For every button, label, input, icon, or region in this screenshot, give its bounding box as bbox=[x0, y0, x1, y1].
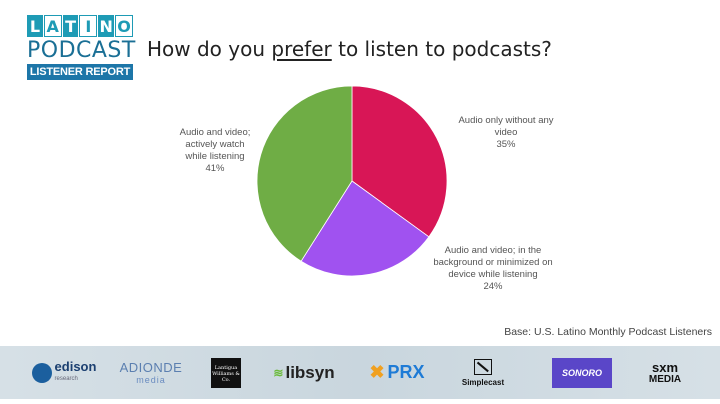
slice-label-line: background or minimized on bbox=[433, 257, 553, 268]
sxm-sub: MEDIA bbox=[648, 373, 682, 385]
slice-value: 35% bbox=[496, 139, 516, 150]
sonoro-name: SONORO bbox=[552, 357, 612, 388]
edison-name: edison bbox=[54, 358, 97, 374]
slice-label-line: device while listening bbox=[448, 269, 538, 280]
logo-letter: L bbox=[27, 15, 43, 37]
adionde-sub: media bbox=[136, 375, 166, 385]
prx-x-icon: ✖ bbox=[369, 362, 385, 382]
base-note: Base: U.S. Latino Monthly Podcast Listen… bbox=[504, 326, 712, 338]
simplecast-name: Simplecast bbox=[461, 377, 505, 387]
slice-value: 41% bbox=[205, 163, 225, 174]
slice-label-line: video bbox=[494, 127, 518, 138]
slice-value: 24% bbox=[483, 281, 503, 292]
page-title: How do you prefer to listen to podcasts? bbox=[147, 37, 552, 61]
logo-report-banner: LISTENER REPORT 2021 bbox=[27, 64, 133, 94]
prx-logo: ✖ PRX bbox=[364, 346, 430, 399]
slice-label-actively-watch: Audio and video; actively watch while li… bbox=[160, 127, 270, 175]
title-before: How do you bbox=[147, 37, 272, 61]
slice-label-line: Audio and video; bbox=[179, 127, 251, 138]
edison-logo: edison research bbox=[30, 346, 98, 399]
sxm-name: sxm bbox=[651, 359, 679, 375]
lantigua-name: Lantigua Williams & Co. bbox=[211, 357, 241, 388]
sxm-media-logo: sxm MEDIA bbox=[638, 346, 692, 399]
slice-label-line: while listening bbox=[185, 151, 245, 162]
slice-label-line: Audio and video; in the bbox=[444, 245, 542, 256]
simplecast-logo: Simplecast bbox=[451, 346, 515, 399]
logo-word: PODCAST bbox=[27, 38, 136, 63]
logo-letter: T bbox=[62, 15, 79, 37]
adionde-name: ADIONDE bbox=[119, 360, 183, 375]
logo-letter: I bbox=[79, 15, 98, 37]
logo-letter: A bbox=[43, 15, 62, 37]
edison-mark-icon bbox=[31, 362, 52, 383]
lantigua-logo: Lantigua Williams & Co. bbox=[211, 346, 241, 399]
libsyn-mark-icon: ≋ bbox=[273, 365, 284, 380]
sonoro-logo: SONORO bbox=[552, 346, 612, 399]
pie-slice-audio-only bbox=[351, 85, 448, 238]
title-after: to listen to podcasts? bbox=[331, 37, 552, 61]
slice-label-background: Audio and video; in the background or mi… bbox=[418, 245, 568, 293]
latino-podcast-logo: L A T I N O PODCAST LISTENER REPORT 2021 bbox=[27, 15, 136, 94]
edison-sub: research bbox=[54, 375, 78, 382]
slice-label-audio-only: Audio only without any video 35% bbox=[436, 115, 576, 151]
logo-letters: L A T I N O bbox=[27, 15, 133, 37]
libsyn-name: libsyn bbox=[285, 362, 335, 382]
simplecast-mark-icon bbox=[474, 358, 492, 375]
adionde-logo: ADIONDE media bbox=[118, 346, 184, 399]
prx-name: PRX bbox=[387, 362, 425, 382]
title-emphasis: prefer bbox=[271, 37, 332, 61]
libsyn-logo: ≋ libsyn bbox=[272, 346, 336, 399]
slice-label-line: Audio only without any bbox=[458, 115, 554, 126]
logo-letter: N bbox=[98, 15, 115, 37]
pie-slice-background bbox=[300, 180, 430, 277]
logo-letter: O bbox=[115, 15, 133, 37]
slice-label-line: actively watch bbox=[185, 139, 245, 150]
pie-slice-actively-watch bbox=[256, 85, 353, 262]
sponsor-strip: edison research ADIONDE media Lantigua Wi… bbox=[0, 346, 720, 399]
